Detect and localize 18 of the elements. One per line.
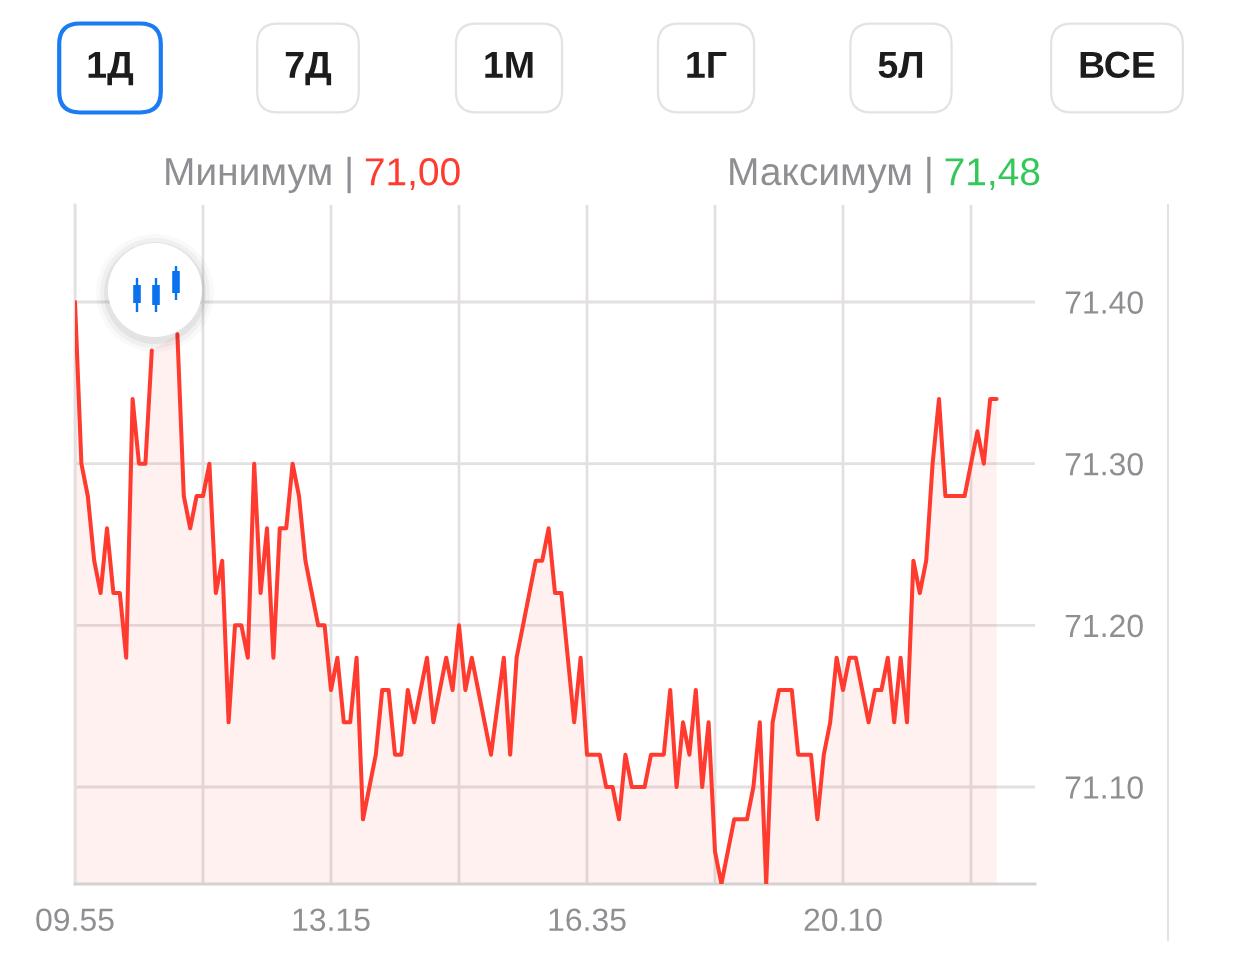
y-tick-label: 71.30 bbox=[1065, 452, 1143, 476]
x-tick-label: 13.15 bbox=[293, 908, 370, 932]
text: 71,48 bbox=[945, 157, 1040, 191]
text: 1Г bbox=[687, 51, 727, 78]
text: 1М bbox=[485, 51, 533, 78]
text: 5Л bbox=[878, 51, 923, 79]
y-tick-label: 71.20 bbox=[1065, 614, 1143, 638]
x-tick-label: 16.35 bbox=[549, 908, 626, 932]
text: Максимум | bbox=[730, 156, 931, 194]
text: 1Д bbox=[88, 51, 134, 86]
text: Минимум | bbox=[166, 156, 351, 194]
y-tick-label: 71.10 bbox=[1065, 776, 1143, 799]
y-tick-label: 71.40 bbox=[1065, 291, 1143, 314]
text: ВСЕ bbox=[1080, 51, 1155, 79]
x-tick-label: 20.10 bbox=[804, 908, 882, 932]
text: 71,00 bbox=[365, 157, 460, 191]
x-tick-label: 09.55 bbox=[36, 908, 114, 932]
text: 7Д bbox=[285, 51, 332, 86]
